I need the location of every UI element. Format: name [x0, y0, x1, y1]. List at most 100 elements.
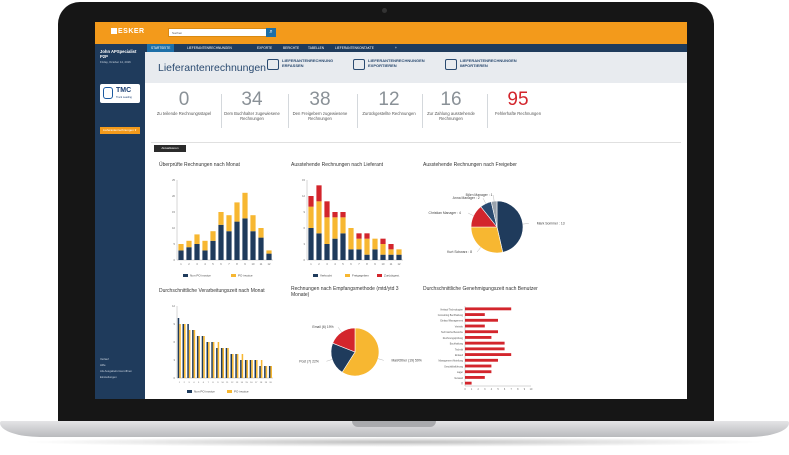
x-tick-label: 1 [471, 388, 473, 391]
tab-berichte[interactable]: BERICHTE [283, 46, 300, 50]
x-tick-label: 14 [241, 382, 244, 384]
bar-segment [250, 215, 256, 232]
bar-segment [202, 250, 208, 260]
bar-segment [340, 217, 346, 234]
bar-segment [202, 240, 208, 251]
bar-segment [332, 238, 338, 260]
sidebar-link[interactable]: Hilfe [100, 363, 106, 367]
tab-add[interactable]: + [395, 46, 397, 50]
tenant-name: TMC [116, 87, 132, 94]
kpi-tile[interactable]: 16 Zur Zahlung ausstehende Rechnungen [418, 89, 484, 121]
bar [192, 330, 194, 378]
x-tick-label: 4 [204, 262, 206, 266]
x-tick-label: 4 [334, 262, 336, 266]
capture-invoice-button[interactable]: LIEFERANTENRECHNUNG ERFASSEN [282, 58, 334, 68]
bar-segment [258, 237, 264, 260]
bar-segment [266, 250, 272, 254]
bar [265, 366, 268, 378]
tab-lieferantenkontakte[interactable]: LIEFERANTENKONTAKTE [335, 46, 374, 50]
x-tick-label: 8 [366, 262, 368, 266]
bar [208, 342, 210, 378]
sidebar-link[interactable]: Einstellungen [100, 375, 117, 379]
bar-segment [308, 206, 314, 228]
y-tick-label: 5 [174, 242, 176, 246]
bar-segment [226, 215, 232, 232]
x-tick-label: 8 [236, 262, 238, 266]
sidebar-link[interactable]: Verlauf [100, 357, 109, 361]
x-tick-label: 7 [228, 262, 230, 266]
category-label: Vertrieb [455, 325, 464, 328]
kpi-value: 12 [378, 89, 400, 110]
bar [230, 354, 233, 378]
user-name: John APSpecialist P2P [100, 49, 137, 59]
import-invoices-button[interactable]: LIEFERANTENRECHNUNGEN IMPORTIEREN [460, 58, 517, 68]
page-title: Lieferantenrechnungen [158, 62, 267, 74]
tab-startseite[interactable]: STARTSEITE [147, 44, 175, 52]
tab-exporte[interactable]: EXPORTE [257, 46, 273, 50]
kpi-separator [221, 94, 222, 128]
pie-slice [341, 327, 380, 377]
x-tick-label: 7 [358, 262, 360, 266]
bar [264, 366, 266, 378]
kpi-separator [357, 94, 358, 128]
bar-segment [316, 185, 322, 202]
x-tick-label: 9 [374, 262, 376, 266]
sidebar-links: Verlauf Hilfe Als Ausgabeformat öffnen E… [100, 356, 144, 380]
legend-label: Non PO invoice [194, 390, 215, 394]
y-tick-label: 0 [304, 258, 306, 262]
bar [259, 366, 261, 378]
bar-segment [266, 253, 272, 260]
legend-swatch [231, 274, 236, 277]
y-tick-label: 0 [174, 376, 176, 380]
category-label: Consulting Buchhaltung [438, 314, 464, 317]
bar [211, 342, 213, 378]
kpi-tile[interactable]: 34 Dem Buchhalter zugewiesene Rechnungen [219, 89, 285, 121]
chart-title: Durchschnittliche Genehmigungszeit nach … [423, 286, 538, 292]
tab-tabellen[interactable]: TABELLEN [308, 46, 325, 50]
process-dropdown[interactable]: Lieferantenrechnungen ▾ [100, 127, 140, 134]
bar [198, 336, 200, 378]
legend-label: Freigegeben [352, 274, 369, 278]
slice-label: Kurt Schwarz : 8 [447, 250, 472, 254]
tab-lieferantenrechnungen[interactable]: LIEFERANTENRECHNUNGEN [187, 46, 232, 50]
truck-import-icon[interactable] [445, 59, 457, 70]
slice-label: Mail/Other (19) 59% [391, 358, 421, 362]
category-label: Rechnungsprüfung [443, 337, 464, 340]
bar-segment [324, 217, 330, 244]
kpi-tile[interactable]: 38 Den Freigebern zugewiesene Rechnungen [287, 89, 353, 121]
refresh-button[interactable]: Aktualisieren [154, 145, 186, 152]
bar [465, 318, 498, 322]
bar-segment [186, 247, 192, 260]
x-tick-label: 1 [179, 382, 181, 384]
bar-segment [364, 238, 370, 255]
kpi-label: Den Freigebern zugewiesene Rechnungen [292, 111, 348, 121]
export-icon[interactable] [353, 59, 365, 70]
section-divider [151, 142, 681, 143]
bar-segment [194, 234, 200, 244]
kpi-tile[interactable]: 12 Zurückgestellte Rechnungen [356, 89, 422, 116]
bar [217, 342, 220, 378]
category-label: Einkauf Management [440, 320, 463, 323]
bar [465, 341, 505, 345]
search-icon[interactable]: ⌕ [266, 28, 276, 37]
bar [193, 330, 196, 378]
search-input[interactable]: Suchen [168, 28, 268, 37]
slice-label: Post (7) 22% [299, 359, 319, 363]
invoice-add-icon[interactable] [267, 59, 279, 70]
sidebar-link[interactable]: Als Ausgabeformat öffnen [100, 369, 132, 373]
bar [465, 307, 512, 311]
bar [251, 360, 253, 378]
x-tick-label: 2 [318, 262, 320, 266]
x-tick-label: 3 [484, 388, 486, 391]
brand-logo[interactable]: ESKER [111, 28, 145, 35]
kpi-tile[interactable]: 0 Zu teilende Rechnungsstapel [151, 89, 217, 116]
export-invoices-button[interactable]: LIEFERANTENRECHNUNGEN EXPORTIEREN [368, 58, 425, 68]
kpi-tile[interactable]: 95 Fehlerhafte Rechnungen [485, 89, 551, 116]
tenant-tagline: Truck Leading [116, 96, 132, 99]
label-leader [482, 198, 486, 204]
x-tick-label: 12 [398, 262, 401, 266]
bar-segment [332, 212, 338, 218]
kpi-value: 0 [178, 89, 190, 110]
category-label: Versand [454, 377, 463, 380]
